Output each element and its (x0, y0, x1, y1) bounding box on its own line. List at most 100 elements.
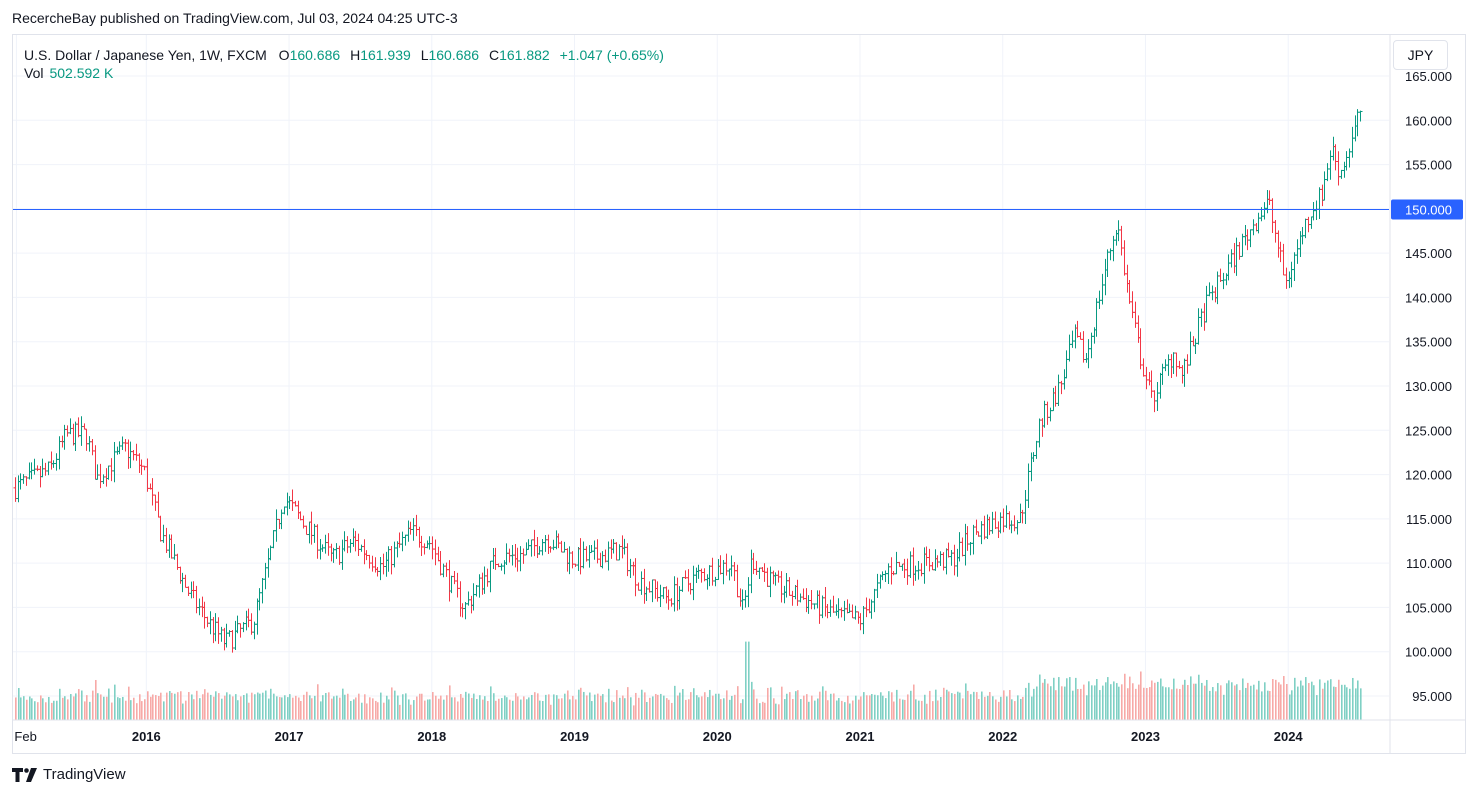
volume-bar (399, 704, 401, 720)
volume-bar (86, 695, 88, 720)
volume-bar (558, 698, 560, 720)
time-axis-label: Feb (14, 729, 36, 744)
volume-bar (649, 697, 651, 720)
volume-bar (836, 700, 838, 720)
volume-bar (600, 695, 602, 720)
volume-bar (106, 696, 108, 720)
legend-symbol: U.S. Dollar / Japanese Yen, 1W, FXCM (24, 47, 267, 63)
volume-bar (580, 687, 582, 720)
volume-bar (320, 701, 322, 720)
volume-bar (462, 697, 464, 720)
volume-bar (1118, 686, 1120, 720)
volume-bar (136, 703, 138, 720)
volume-bar (339, 697, 341, 720)
chart-frame[interactable] (12, 34, 1466, 754)
volume-bar (874, 694, 876, 720)
volume-bar (119, 698, 121, 720)
volume-bar (298, 697, 300, 720)
volume-bar (1138, 684, 1140, 720)
volume-bar (943, 687, 945, 720)
volume-bar (907, 694, 909, 720)
volume-bar (421, 693, 423, 720)
volume-bar (1053, 677, 1055, 720)
currency-button[interactable]: JPY (1393, 40, 1448, 70)
volume-bar (1075, 677, 1077, 720)
volume-bar (731, 695, 733, 720)
volume-bar (770, 687, 772, 720)
volume-bar (825, 690, 827, 720)
volume-bar (1025, 687, 1027, 720)
price-axis-label: 95.000 (1412, 689, 1452, 704)
volume-bar (569, 699, 571, 720)
volume-bar (1014, 701, 1016, 720)
volume-bar (482, 699, 484, 720)
volume-bar (122, 696, 124, 720)
time-axis-label: 2021 (846, 729, 875, 744)
volume-bar (800, 699, 802, 720)
volume-bar (556, 695, 558, 720)
volume-bar (586, 695, 588, 720)
volume-bar (355, 697, 357, 720)
volume-bar (844, 702, 846, 720)
volume-bar (709, 689, 711, 720)
volume-bar (75, 693, 77, 720)
volume-bar (1091, 685, 1093, 720)
volume-bar (232, 696, 234, 720)
volume-bar (633, 705, 635, 720)
volume-bar (364, 694, 366, 720)
price-axis-label: 115.000 (1406, 512, 1452, 527)
volume-bar (718, 693, 720, 720)
volume-bar (1044, 679, 1046, 720)
volume-bar (866, 695, 868, 720)
volume-bar (976, 692, 978, 720)
volume-bar (638, 697, 640, 720)
volume-bar (276, 696, 278, 720)
volume-bar (1129, 676, 1131, 720)
volume-bar (841, 700, 843, 720)
volume-bar (858, 699, 860, 720)
volume-bar (932, 701, 934, 720)
volume-bar (753, 689, 755, 720)
volume-bar (847, 695, 849, 720)
price-axis-label: 145.000 (1405, 246, 1452, 261)
volume-bar (1006, 696, 1008, 720)
volume-bar (553, 694, 555, 720)
volume-bar (1088, 681, 1090, 720)
volume-bar (53, 700, 55, 720)
volume-bar (515, 693, 517, 720)
volume-bar (1275, 679, 1277, 720)
volume-bar (493, 693, 495, 720)
volume-bar (712, 695, 714, 720)
volume-bar (1135, 688, 1137, 720)
volume-bar (981, 691, 983, 720)
volume-bar (1256, 689, 1258, 720)
volume-bar (325, 693, 327, 720)
price-axis-label: 130.000 (1405, 379, 1452, 394)
volume-bar (1269, 691, 1271, 720)
volume-bar (248, 702, 250, 720)
publish-line: RecercheBay published on TradingView.com… (12, 10, 458, 26)
volume-bar (528, 697, 530, 720)
volume-bar (698, 697, 700, 720)
volume-bar (797, 690, 799, 720)
volume-bar (1289, 694, 1291, 720)
volume-bar (1003, 690, 1005, 720)
volume-bar (1239, 690, 1241, 720)
volume-bar (251, 692, 253, 720)
price-axis-label: 155.000 (1405, 158, 1452, 173)
volume-bar (737, 686, 739, 720)
volume-bar (959, 692, 961, 720)
volume-bar (419, 693, 421, 720)
volume-bar (984, 696, 986, 720)
volume-bar (18, 688, 20, 720)
volume-bar (880, 692, 882, 720)
horizontal-line-layer[interactable]: 150.000 (13, 199, 1463, 220)
volume-bar (745, 641, 747, 720)
volume-bar (284, 695, 286, 720)
volume-bar (1149, 687, 1151, 720)
price-axis-label: 110.000 (1406, 556, 1452, 571)
volume-bar (372, 698, 374, 720)
volume-bar (921, 700, 923, 720)
volume-bar (1058, 677, 1060, 720)
